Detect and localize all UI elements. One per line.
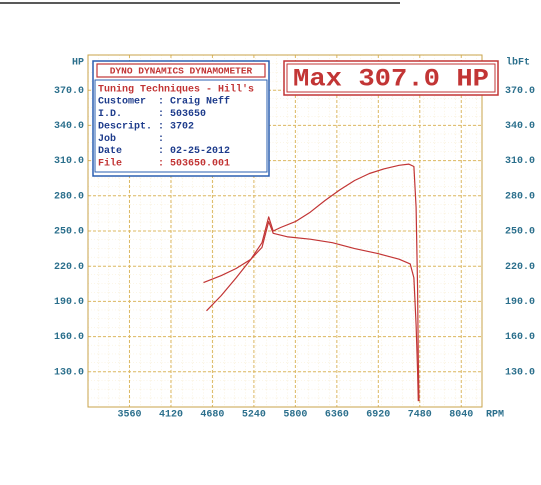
- plot-frame: [87, 54, 483, 408]
- info-box: DYNO DYNAMICS DYNAMOMETER Tuning Techniq…: [92, 60, 270, 177]
- y-tick-label: 370.0: [54, 86, 84, 97]
- y2-axis-label: lbFt: [506, 57, 530, 69]
- max-frame-outer: [283, 60, 499, 96]
- x-axis-label: RPM: [486, 410, 504, 421]
- max-label: Max 307.0 HP: [293, 65, 489, 94]
- max-box: Max 307.0 HP: [283, 60, 499, 96]
- series-line: [206, 163, 420, 402]
- y2-tick-label: 370.0: [505, 86, 535, 97]
- info-inner: [94, 79, 268, 173]
- y2-tick-label: 130.0: [505, 367, 535, 378]
- y-tick-label: 160.0: [54, 332, 84, 343]
- x-tick-label: 3560: [117, 410, 141, 421]
- y-tick-label: 310.0: [54, 156, 84, 167]
- x-tick-label: 5240: [242, 410, 266, 421]
- x-tick-label: 6360: [325, 410, 349, 421]
- x-tick-label: 6920: [366, 410, 390, 421]
- header-frame: [96, 63, 266, 78]
- info-row: Customer : Craig Neff: [98, 96, 230, 108]
- y-tick-label: 190.0: [54, 297, 84, 308]
- y2-tick-label: 160.0: [505, 332, 535, 343]
- y-tick-label: 280.0: [54, 191, 84, 202]
- y2-tick-label: 310.0: [505, 156, 535, 167]
- y2-tick-label: 280.0: [505, 191, 535, 202]
- info-row: I.D. : 503650: [98, 109, 206, 120]
- x-tick-label: 5800: [283, 410, 307, 421]
- info-row: Job :: [98, 133, 164, 145]
- info-row: Descript. : 3702: [98, 120, 194, 132]
- info-row: Date : 02-25-2012: [98, 146, 230, 157]
- max-frame-inner: [286, 63, 496, 93]
- y-tick-label: 250.0: [54, 227, 84, 238]
- file: File : 503650.001: [98, 158, 230, 170]
- x-tick-label: 7480: [408, 410, 432, 421]
- y-axis-label: HP: [72, 58, 84, 69]
- x-tick-label: 4680: [200, 410, 224, 421]
- x-tick-label: 8040: [449, 410, 473, 421]
- x-tick-label: 4120: [159, 410, 183, 421]
- y-tick-label: 220.0: [54, 262, 84, 273]
- y2-tick-label: 220.0: [505, 262, 535, 273]
- header: DYNO DYNAMICS DYNAMOMETER: [110, 66, 253, 77]
- y2-tick-label: 190.0: [505, 297, 535, 308]
- y-tick-label: 340.0: [54, 121, 84, 132]
- shop: Tuning Techniques - Hill's: [98, 84, 254, 96]
- y2-tick-label: 340.0: [505, 121, 535, 132]
- y-tick-label: 130.0: [54, 367, 84, 378]
- y2-tick-label: 250.0: [505, 227, 535, 238]
- series-line: [203, 221, 419, 402]
